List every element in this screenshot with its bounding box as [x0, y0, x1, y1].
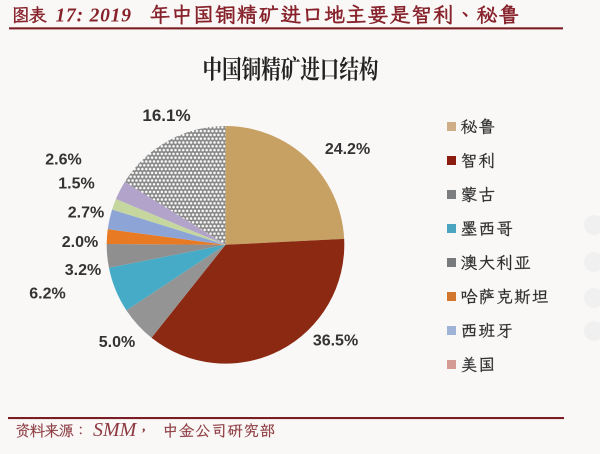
svg-text:SMM: SMM: [93, 419, 138, 441]
svg-text:16.1%: 16.1%: [142, 106, 190, 125]
svg-text:6.2%: 6.2%: [29, 286, 65, 303]
svg-text:2.7%: 2.7%: [68, 205, 104, 222]
svg-text:2.6%: 2.6%: [45, 152, 81, 169]
svg-text:3.2%: 3.2%: [65, 262, 101, 279]
svg-text:24.2%: 24.2%: [325, 141, 370, 158]
svg-text:2.0%: 2.0%: [62, 234, 98, 251]
svg-text:17: 2019: 17: 2019: [56, 6, 132, 27]
svg-text:1.5%: 1.5%: [58, 176, 94, 193]
svg-text:5.0%: 5.0%: [99, 334, 135, 351]
svg-text:36.5%: 36.5%: [313, 333, 358, 350]
